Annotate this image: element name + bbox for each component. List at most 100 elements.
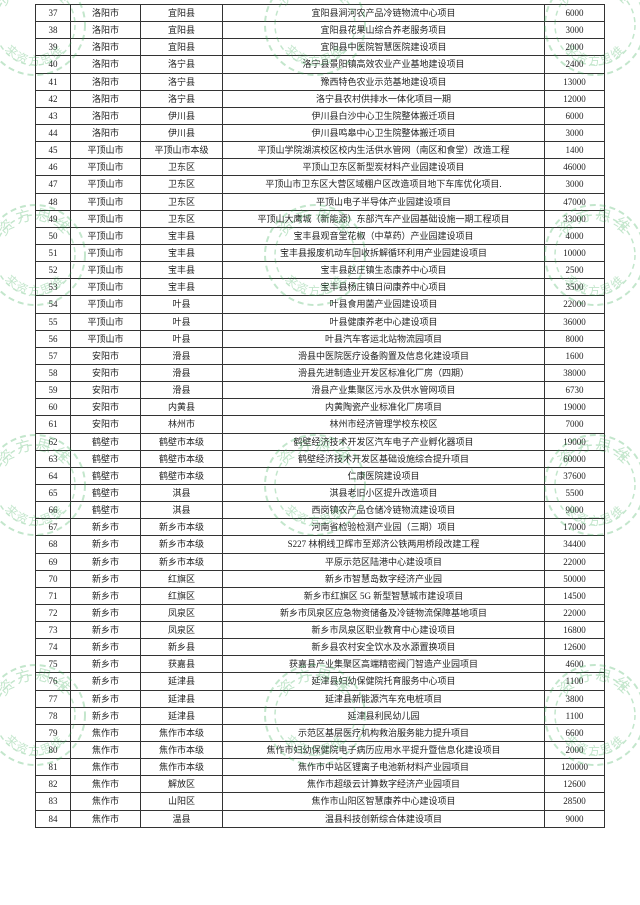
table-cell: 60 [36,399,71,416]
table-cell: 1600 [545,347,605,364]
table-cell: 19000 [545,399,605,416]
table-cell: 8000 [545,330,605,347]
table-row: 62鹤壁市鹤壁市本级鹤壁经济技术开发区汽车电子产业孵化器项目19000 [36,433,605,450]
table-cell: 延津县 [141,673,223,690]
table-cell: 59 [36,382,71,399]
table-cell: 洛阳市 [71,22,141,39]
table-cell: 74 [36,639,71,656]
table-row: 61安阳市林州市林州市经济管理学校东校区7000 [36,416,605,433]
table-cell: 焦作市 [71,724,141,741]
table-row: 58安阳市滑县滑县先进制造业开发区标准化厂房（四期）38000 [36,364,605,381]
table-cell: 38 [36,22,71,39]
table-cell: 4600 [545,656,605,673]
table-cell: 62 [36,433,71,450]
table-cell: 焦作市 [71,776,141,793]
table-cell: 伊川县白沙中心卫生院整体搬迁项目 [223,107,545,124]
table-cell: 49 [36,210,71,227]
table-cell: 卫东区 [141,176,223,193]
table-cell: 平顶山市 [71,279,141,296]
table-cell: 安阳市 [71,364,141,381]
table-cell: 河南省检验检测产业园（三期）项目 [223,519,545,536]
table-cell: 33000 [545,210,605,227]
table-cell: 滑县中医院医疗设备购置及信息化建设项目 [223,347,545,364]
table-cell: 2000 [545,39,605,56]
table-cell: 滑县 [141,364,223,381]
table-cell: 滑县 [141,347,223,364]
table-cell: 安阳市 [71,382,141,399]
table-cell: 平顶山市 [71,244,141,261]
table-cell: 洛阳市 [71,107,141,124]
table-row: 84焦作市温县温县科技创新综合体建设项目9000 [36,810,605,827]
table-cell: 19000 [545,433,605,450]
table-cell: 焦作市 [71,793,141,810]
table-cell: 焦作市本级 [141,759,223,776]
table-cell: 43 [36,107,71,124]
table-cell: 平顶山卫东区新型炭材料产业园建设项目 [223,159,545,176]
table-row: 55平顶山市叶县叶县健康养老中心建设项目36000 [36,313,605,330]
table-cell: 平顶山市 [71,159,141,176]
table-cell: 焦作市超级云计算数字经济产业园项目 [223,776,545,793]
table-cell: 获嘉县产业集聚区高端精密阀门智造产业园项目 [223,656,545,673]
table-cell: 洛阳市 [71,39,141,56]
table-row: 50平顶山市宝丰县宝丰县观音堂花椒（中草药）产业园建设项目4000 [36,227,605,244]
table-row: 37洛阳市宜阳县宜阳县涧河农产品冷链物流中心项目6000 [36,5,605,22]
table-cell: 滑县先进制造业开发区标准化厂房（四期） [223,364,545,381]
table-cell: 安阳市 [71,399,141,416]
table-cell: 洛阳市 [71,56,141,73]
table-cell: 宜阳县 [141,5,223,22]
table-row: 74新乡市新乡县新乡县农村安全饮水及水源置换项目12600 [36,639,605,656]
table-cell: 77 [36,690,71,707]
table-cell: 2400 [545,56,605,73]
table-cell: 宝丰县报废机动车回收拆解循环利用产业园建设项目 [223,244,545,261]
table-cell: 鹤壁市 [71,450,141,467]
table-cell: 新乡市凤泉区应急物资储备及冷链物流保障基地项目 [223,604,545,621]
table-cell: 5500 [545,484,605,501]
table-cell: 鹤壁市 [71,467,141,484]
table-cell: 伊川县 [141,107,223,124]
table-cell: 林州市经济管理学校东校区 [223,416,545,433]
table-row: 81焦作市焦作市本级焦作市中站区锂离子电池新材料产业园项目120000 [36,759,605,776]
table-cell: 60000 [545,450,605,467]
project-table: 37洛阳市宜阳县宜阳县涧河农产品冷链物流中心项目600038洛阳市宜阳县宜阳县花… [35,4,605,828]
table-cell: 36000 [545,313,605,330]
table-cell: 温县科技创新综合体建设项目 [223,810,545,827]
table-row: 43洛阳市伊川县伊川县白沙中心卫生院整体搬迁项目6000 [36,107,605,124]
table-row: 48平顶山市卫东区平顶山电子半导体产业园建设项目47000 [36,193,605,210]
table-row: 69新乡市新乡市本级平原示范区陆港中心建设项目22000 [36,553,605,570]
table-cell: 洛宁县农村供排水一体化项目一期 [223,90,545,107]
table-row: 54平顶山市叶县叶县食用菌产业园建设项目22000 [36,296,605,313]
table-cell: 洛阳市 [71,5,141,22]
table-row: 65鹤壁市淇县淇县老旧小区提升改造项目5500 [36,484,605,501]
table-cell: 宜阳县花果山综合养老服务项目 [223,22,545,39]
table-cell: 1100 [545,707,605,724]
table-cell: 3800 [545,690,605,707]
table-cell: 16800 [545,622,605,639]
table-cell: 延津县妇幼保健院托育服务中心项目 [223,673,545,690]
table-cell: 79 [36,724,71,741]
table-cell: 55 [36,313,71,330]
table-row: 80焦作市焦作市本级焦作市妇幼保健院电子病历应用水平提升暨信息化建设项目2000 [36,742,605,759]
table-cell: 4000 [545,227,605,244]
table-cell: 鹤壁市 [71,484,141,501]
table-cell: 宝丰县杨庄镇日间康养中心项目 [223,279,545,296]
table-cell: 洛阳市 [71,124,141,141]
table-cell: 51 [36,244,71,261]
table-cell: 焦作市山阳区智慧康养中心建设项目 [223,793,545,810]
table-cell: 新乡市 [71,570,141,587]
table-cell: 叶县 [141,296,223,313]
table-cell: 新乡市 [71,587,141,604]
table-cell: 宝丰县赵庄镇生态康养中心项目 [223,262,545,279]
table-cell: 延津县 [141,707,223,724]
table-cell: 34400 [545,536,605,553]
table-row: 60安阳市内黄县内黄陶瓷产业标准化厂房项目19000 [36,399,605,416]
table-cell: 28500 [545,793,605,810]
table-cell: 68 [36,536,71,553]
table-cell: 61 [36,416,71,433]
table-cell: 洛宁县 [141,56,223,73]
table-cell: 80 [36,742,71,759]
table-row: 40洛阳市洛宁县洛宁县景阳镇高效农业产业基地建设项目2400 [36,56,605,73]
table-cell: 2500 [545,262,605,279]
table-cell: 鹤壁市本级 [141,433,223,450]
table-cell: 伊川县鸣皋中心卫生院整体搬迁项目 [223,124,545,141]
table-cell: 内黄县 [141,399,223,416]
